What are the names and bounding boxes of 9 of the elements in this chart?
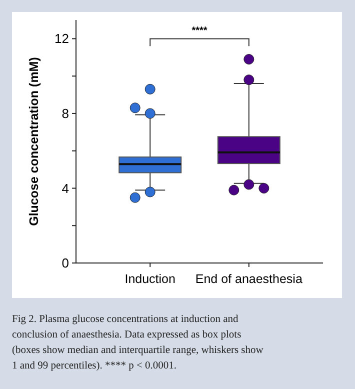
annotation: **** — [192, 26, 208, 37]
y-axis-title: Glucose concentration (mM) — [27, 57, 41, 226]
y-tick-label: 0 — [62, 256, 69, 271]
y-tick-label: 8 — [62, 106, 69, 122]
caption: Fig 2. Plasma glucose concentrations at induction and conclusion of anaesthesia. Data expressed as box plots (boxes show median and interquartile range, whiskers show 1 and 99 percentiles). **** p < 0.0001. — [12, 314, 264, 372]
x-tick-label: End of anaesthesia — [195, 272, 302, 286]
y-tick-label: 12 — [54, 31, 69, 46]
y-tick-label: 4 — [62, 180, 69, 196]
x-tick-label: Induction — [124, 272, 176, 286]
